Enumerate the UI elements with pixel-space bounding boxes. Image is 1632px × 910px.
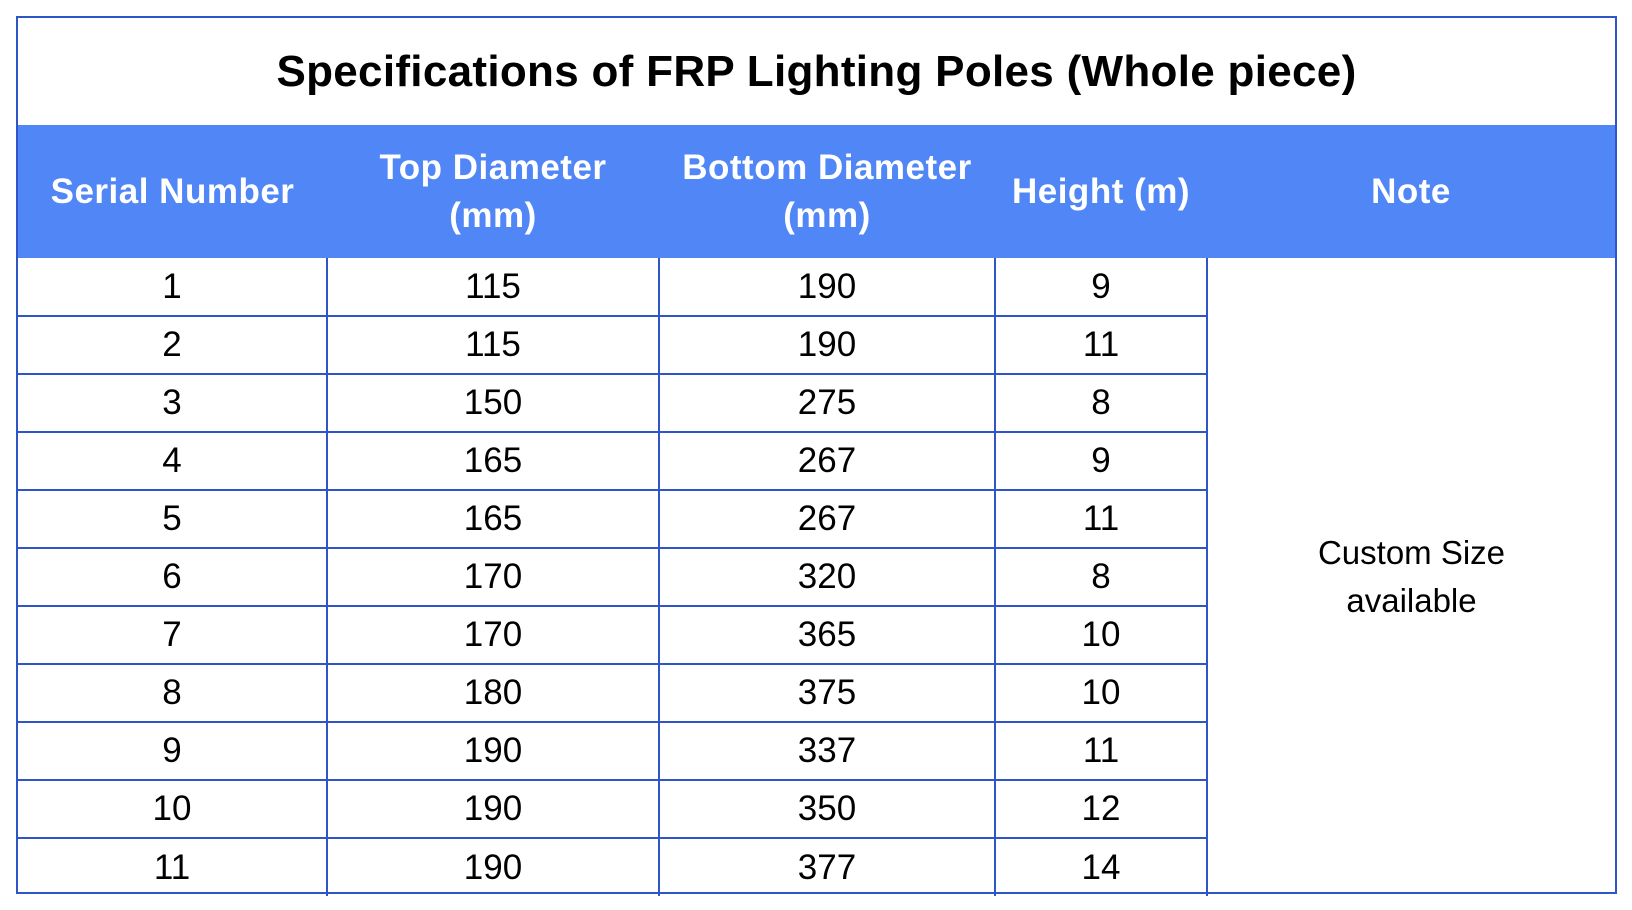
table-row: 7 170 365 10 — [18, 605, 1615, 664]
table-row: 9 190 337 11 — [18, 721, 1615, 780]
table-row: 10 190 350 12 — [18, 779, 1615, 838]
cell-top-diameter: 170 — [326, 547, 659, 606]
cell-height: 8 — [994, 547, 1207, 606]
cell-serial: 8 — [18, 663, 327, 722]
cell-height: 12 — [994, 779, 1207, 838]
cell-top-diameter: 165 — [326, 489, 659, 548]
cell-height: 9 — [994, 431, 1207, 490]
cell-top-diameter: 150 — [326, 373, 659, 432]
table-title: Specifications of FRP Lighting Poles (Wh… — [276, 46, 1357, 96]
cell-bottom-diameter: 337 — [658, 721, 995, 780]
cell-serial: 4 — [18, 431, 327, 490]
cell-bottom-diameter: 275 — [658, 373, 995, 432]
cell-bottom-diameter: 267 — [658, 489, 995, 548]
table-row: 6 170 320 8 — [18, 547, 1615, 606]
cell-top-diameter: 190 — [326, 721, 659, 780]
cell-serial: 5 — [18, 489, 327, 548]
cell-top-diameter: 165 — [326, 431, 659, 490]
cell-height: 8 — [994, 373, 1207, 432]
note-cell: Custom Size available — [1206, 258, 1615, 896]
cell-top-diameter: 190 — [326, 779, 659, 838]
table-row: 1 115 190 9 Custom Size available — [18, 258, 1615, 896]
cell-bottom-diameter: 190 — [658, 315, 995, 374]
col-header-bottom-diameter: Bottom Diameter (mm) — [659, 125, 995, 258]
table-row: 3 150 275 8 — [18, 373, 1615, 432]
table-row: 8 180 375 10 — [18, 663, 1615, 722]
cell-bottom-diameter: 375 — [658, 663, 995, 722]
cell-bottom-diameter: 350 — [658, 779, 995, 838]
cell-serial: 6 — [18, 547, 327, 606]
cell-top-diameter: 115 — [326, 258, 659, 316]
cell-height: 11 — [994, 315, 1207, 374]
table-row: 5 165 267 11 — [18, 489, 1615, 548]
cell-serial: 2 — [18, 315, 327, 374]
cell-bottom-diameter: 365 — [658, 605, 995, 664]
cell-height: 9 — [994, 258, 1207, 316]
cell-height: 14 — [994, 837, 1207, 896]
cell-serial: 3 — [18, 373, 327, 432]
col-header-note: Note — [1207, 125, 1615, 258]
cell-serial: 7 — [18, 605, 327, 664]
col-header-serial-number: Serial Number — [18, 125, 327, 258]
spec-table: Serial Number Top Diameter (mm) Bottom Di… — [18, 125, 1615, 896]
col-header-top-diameter: Top Diameter (mm) — [327, 125, 659, 258]
cell-serial: 11 — [18, 837, 327, 896]
cell-height: 10 — [994, 663, 1207, 722]
table-row: 11 190 377 14 — [18, 837, 1615, 896]
cell-top-diameter: 190 — [326, 837, 659, 896]
cell-serial: 9 — [18, 721, 327, 780]
cell-serial: 10 — [18, 779, 327, 838]
cell-serial: 1 — [162, 266, 182, 306]
cell-top-diameter: 170 — [326, 605, 659, 664]
cell-top-diameter: 115 — [326, 315, 659, 374]
table-row: 2 115 190 11 — [18, 315, 1615, 374]
table-row: 4 165 267 9 — [18, 431, 1615, 490]
cell-bottom-diameter: 320 — [658, 547, 995, 606]
header-row: Serial Number Top Diameter (mm) Bottom Di… — [18, 125, 1615, 258]
cell-bottom-diameter: 377 — [658, 837, 995, 896]
cell-bottom-diameter: 190 — [658, 258, 995, 316]
cell-height: 10 — [994, 605, 1207, 664]
cell-top-diameter: 180 — [326, 663, 659, 722]
cell-height: 11 — [994, 489, 1207, 548]
col-header-height: Height (m) — [995, 125, 1207, 258]
spec-table-frame: Specifications of FRP Lighting Poles (Wh… — [16, 16, 1617, 896]
cell-bottom-diameter: 267 — [658, 431, 995, 490]
cell-height: 11 — [994, 721, 1207, 780]
